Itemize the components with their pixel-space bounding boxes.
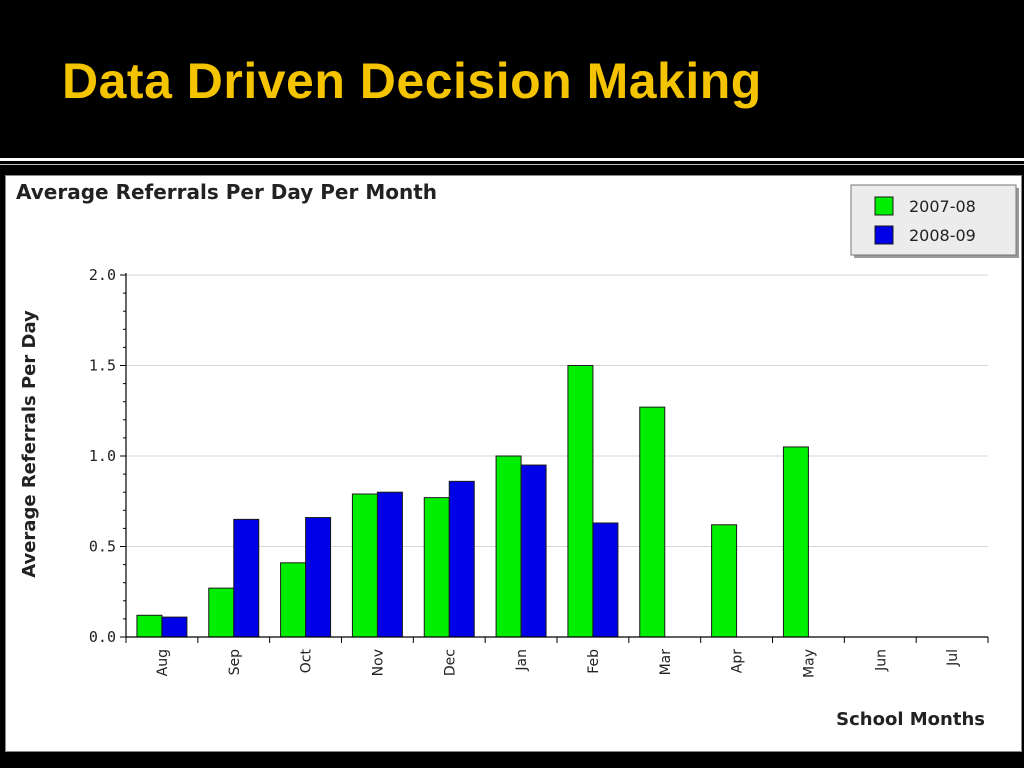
- x-tick-label: Dec: [442, 649, 458, 676]
- chart-panel: Average Referrals Per Day Per Month 0.0 0…: [5, 175, 1022, 752]
- y-tick-label: 1.5: [89, 357, 116, 375]
- title-divider-thin: [0, 164, 1024, 165]
- x-tick-label: Sep: [227, 649, 243, 676]
- bar-200708-sep: [208, 587, 235, 638]
- x-tick-label: Aug: [155, 649, 171, 676]
- gridlines: [126, 274, 988, 547]
- x-tick-label: May: [801, 649, 817, 678]
- bar-chart: Average Referrals Per Day Per Month 0.00…: [5, 175, 1022, 752]
- x-tick-label: Jan: [514, 649, 530, 672]
- bar-200708-apr: [711, 524, 738, 638]
- bars: [136, 365, 809, 638]
- bar-200809-aug: [161, 616, 188, 638]
- bar-200809-nov: [376, 491, 403, 638]
- bar-200809-oct: [305, 517, 332, 638]
- bar-200708-dec: [423, 497, 450, 638]
- legend-label: 2007-08: [909, 197, 976, 216]
- y-tick-label: 2.0: [89, 266, 116, 284]
- slide-title: Data Driven Decision Making: [62, 53, 762, 109]
- bar-200708-may: [782, 446, 809, 638]
- x-tick-label: Feb: [586, 649, 602, 674]
- x-tick-label: Oct: [299, 649, 315, 674]
- bar-200708-feb: [567, 365, 594, 638]
- bar-200809-feb: [592, 522, 619, 638]
- axes: 0.0 0.5 1.0 1.5 2.0 Aug Sep Oct Nov Dec Jan Feb Mar A…: [89, 266, 989, 678]
- bar-200809-sep: [233, 518, 260, 638]
- x-axis-label: School Months: [836, 709, 985, 730]
- x-tick-label: Mar: [658, 649, 674, 676]
- bar-200708-jan: [495, 455, 522, 638]
- bar-200708-aug: [136, 614, 163, 638]
- bar-200708-oct: [280, 562, 307, 638]
- bar-200809-dec: [448, 480, 475, 638]
- x-tick-label: Nov: [370, 649, 386, 676]
- title-divider: [0, 158, 1024, 161]
- y-tick-label: 0.5: [89, 538, 116, 556]
- y-axis-label: Average Referrals Per Day: [19, 310, 40, 578]
- x-tick-label: Jul: [945, 649, 961, 667]
- x-tick-label: Jun: [873, 649, 889, 672]
- bar-200708-mar: [639, 406, 666, 638]
- legend-swatch: [874, 196, 894, 216]
- legend: 2007-08 2008-09: [850, 184, 1019, 258]
- y-tick-label: 0.0: [89, 628, 116, 646]
- legend-label: 2008-09: [909, 226, 976, 245]
- chart-title: Average Referrals Per Day Per Month: [16, 180, 437, 204]
- x-tick-label: Apr: [730, 649, 746, 673]
- y-tick-label: 1.0: [89, 447, 116, 465]
- bar-200708-nov: [351, 493, 378, 638]
- bar-200809-jan: [520, 464, 547, 638]
- legend-swatch: [874, 225, 894, 245]
